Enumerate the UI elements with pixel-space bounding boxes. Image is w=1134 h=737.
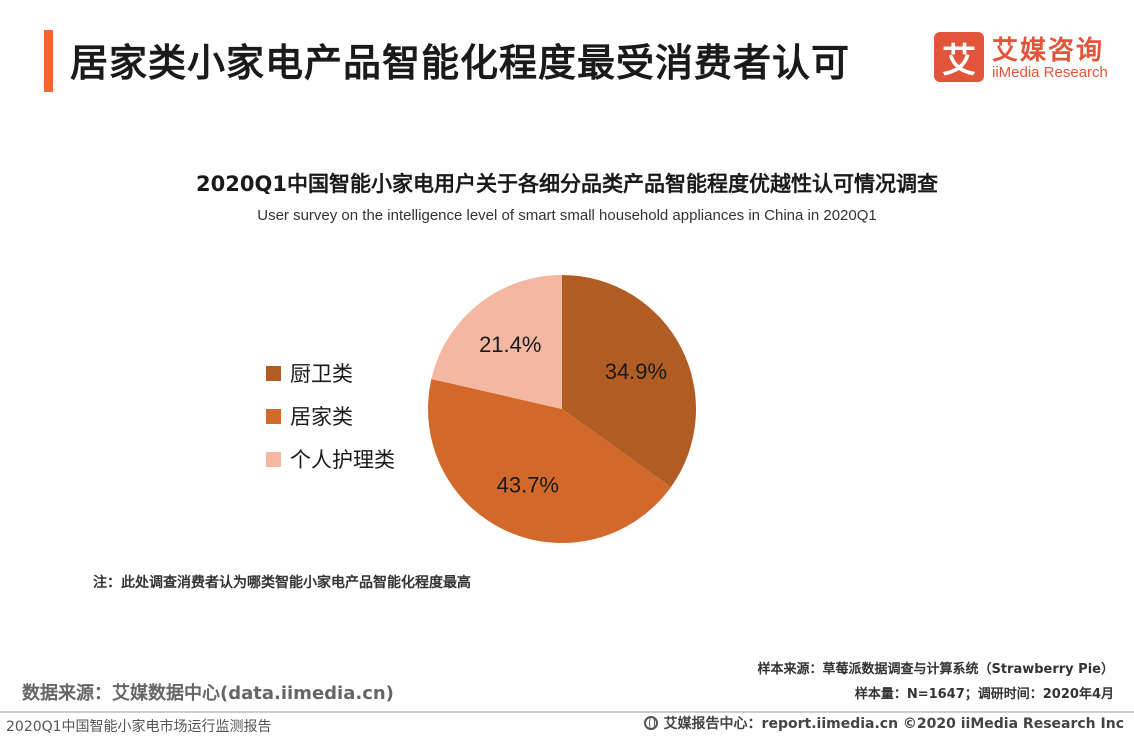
footer-copyright: 艾媒报告中心：report.iimedia.cn ©2020 iiMedia R… (643, 713, 1124, 733)
globe-icon (643, 716, 658, 730)
pie-data-label: 43.7% (497, 473, 559, 498)
sample-source: 样本来源：草莓派数据调查与计算系统（Strawberry Pie） (757, 662, 1114, 677)
footer-report-title: 2020Q1中国智能小家电市场运行监测报告 (6, 719, 272, 735)
title-accent-bar (44, 30, 53, 92)
footer-copyright-text: 艾媒报告中心：report.iimedia.cn ©2020 iiMedia R… (663, 716, 1124, 732)
pie-slice (428, 378, 671, 543)
legend-swatch (266, 451, 281, 467)
legend-item: 个人护理类 (266, 448, 395, 472)
footer-divider (0, 711, 1134, 713)
chart-legend: 厨卫类 居家类 个人护理类 (266, 362, 395, 491)
legend-label: 居家类 (290, 405, 353, 429)
legend-item: 厨卫类 (266, 362, 395, 386)
chart-subtitle: User survey on the intelligence level of… (257, 207, 877, 224)
brand-logo-icon: 艾 (934, 32, 984, 82)
chart-title: 2020Q1中国智能小家电用户关于各细分品类产品智能程度优越性认可情况调查 (196, 172, 938, 196)
legend-label: 厨卫类 (290, 362, 353, 386)
pie-slice (431, 275, 562, 409)
pie-slice (562, 275, 696, 488)
pie-data-label: 34.9% (605, 359, 667, 384)
page-title: 居家类小家电产品智能化程度最受消费者认可 (70, 41, 851, 85)
brand-name-en: iiMedia Research (992, 64, 1108, 81)
legend-item: 居家类 (266, 405, 395, 429)
legend-swatch (266, 408, 281, 424)
legend-swatch (266, 365, 281, 381)
legend-label: 个人护理类 (290, 448, 395, 472)
sample-size: 样本量：N=1647；调研时间：2020年4月 (854, 687, 1114, 702)
brand: 艾 艾媒咨询 iiMedia Research (934, 32, 1114, 86)
data-source: 数据来源：艾媒数据中心(data.iimedia.cn) (22, 683, 394, 704)
brand-name-cn: 艾媒咨询 (992, 36, 1105, 66)
pie-data-label: 21.4% (479, 332, 541, 357)
chart-note: 注：此处调查消费者认为哪类智能小家电产品智能化程度最高 (93, 575, 471, 591)
